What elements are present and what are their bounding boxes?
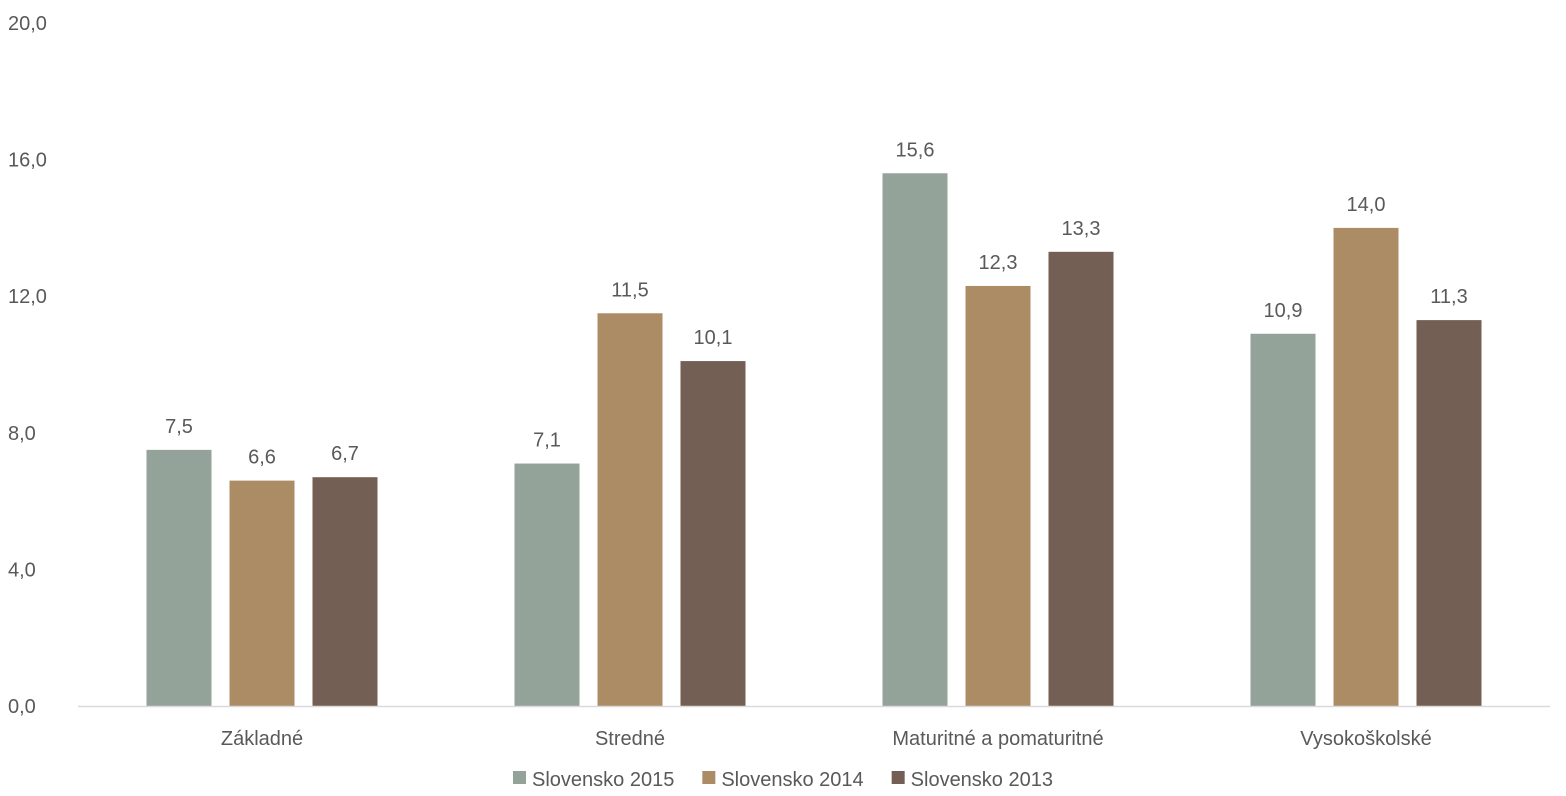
x-tick-label: Vysokoškolské xyxy=(1300,728,1432,750)
data-label: 6,7 xyxy=(331,443,359,465)
bar[interactable] xyxy=(1250,333,1316,706)
legend-swatch xyxy=(891,771,905,784)
x-tick-label: Maturitné a pomaturitné xyxy=(892,728,1103,750)
y-tick-label: 8,0 xyxy=(8,423,36,445)
legend-label: Slovensko 2015 xyxy=(532,769,674,791)
bar[interactable] xyxy=(146,449,212,706)
y-tick-label: 20,0 xyxy=(8,13,47,35)
bar[interactable] xyxy=(229,480,295,706)
y-axis: 0,0 4,0 8,0 12,0 16,0 20,0 xyxy=(8,13,47,718)
bar[interactable] xyxy=(1333,227,1399,706)
legend-swatch xyxy=(702,771,716,784)
bars xyxy=(146,173,1482,706)
bar[interactable] xyxy=(312,477,378,706)
data-label: 14,0 xyxy=(1347,194,1386,216)
legend-item[interactable]: Slovensko 2013 xyxy=(891,769,1053,791)
legend-swatch xyxy=(513,771,527,784)
data-label: 12,3 xyxy=(979,252,1018,274)
x-tick-label: Stredné xyxy=(595,728,665,750)
data-label: 11,3 xyxy=(1430,286,1467,308)
data-label: 7,5 xyxy=(165,416,193,438)
y-tick-label: 4,0 xyxy=(8,559,36,581)
data-label: 15,6 xyxy=(896,139,935,161)
x-tick-label: Základné xyxy=(221,728,303,750)
bar[interactable] xyxy=(882,173,948,706)
y-tick-label: 12,0 xyxy=(8,286,47,308)
data-label: 10,1 xyxy=(694,327,733,349)
data-label: 7,1 xyxy=(533,430,561,452)
bar[interactable] xyxy=(1416,320,1482,706)
legend-item[interactable]: Slovensko 2015 xyxy=(513,769,674,791)
data-label: 6,6 xyxy=(248,447,276,469)
legend-label: Slovensko 2013 xyxy=(911,769,1053,791)
data-label: 10,9 xyxy=(1264,300,1303,322)
legend[interactable]: Slovensko 2015 Slovensko 2014 Slovensko 20… xyxy=(513,769,1053,791)
bar[interactable] xyxy=(597,313,663,706)
data-label: 13,3 xyxy=(1062,218,1101,240)
bar[interactable] xyxy=(1048,251,1114,706)
legend-item[interactable]: Slovensko 2014 xyxy=(702,769,864,791)
bar[interactable] xyxy=(965,285,1031,706)
y-tick-label: 16,0 xyxy=(8,150,47,172)
x-axis: Základné Stredné Maturitné a pomaturitné Vy… xyxy=(221,728,1432,750)
legend-label: Slovensko 2014 xyxy=(721,769,863,791)
data-label: 11,5 xyxy=(611,279,648,301)
bar[interactable] xyxy=(514,463,580,706)
y-tick-label: 0,0 xyxy=(8,696,36,718)
bar[interactable] xyxy=(680,361,746,706)
data-labels: 7,5 6,6 6,7 7,1 11,5 10,1 15,6 12,3 13,3 10,9 14,0… xyxy=(165,139,1468,468)
